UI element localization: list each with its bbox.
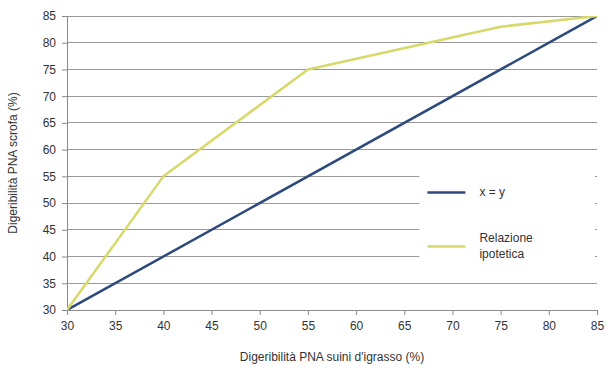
tick: 70 <box>446 310 460 333</box>
tick: 40 <box>43 250 67 264</box>
tick: 80 <box>43 36 67 50</box>
tick-label: 50 <box>43 196 57 210</box>
tick-label: 45 <box>43 223 57 237</box>
tick: 65 <box>43 116 67 130</box>
tick: 80 <box>543 310 557 333</box>
tick-label: 65 <box>43 116 57 130</box>
lines <box>67 16 597 310</box>
tick: 75 <box>494 310 508 333</box>
legend-swatch <box>427 191 465 194</box>
legend-box <box>419 172 595 272</box>
tick: 75 <box>43 63 67 77</box>
tick-label: 70 <box>446 319 460 333</box>
tick-mark <box>452 310 453 315</box>
axis-line <box>68 311 598 316</box>
tick-label: 55 <box>302 319 316 333</box>
tick-mark <box>62 203 67 204</box>
tick-mark <box>62 96 67 97</box>
series-line <box>67 16 597 310</box>
tick: 60 <box>43 143 67 157</box>
tick-mark <box>62 257 67 258</box>
tick-label: 85 <box>43 9 57 23</box>
tick-label: 40 <box>157 319 171 333</box>
tick-label: 30 <box>43 303 57 317</box>
tick: 60 <box>350 310 364 333</box>
tick-mark <box>212 310 213 315</box>
tick-mark <box>115 310 116 315</box>
legend-label: Relazioneipotetica <box>479 231 533 261</box>
tick-mark <box>62 176 67 177</box>
legend-label: x = y <box>479 185 505 199</box>
tick: 35 <box>109 310 123 333</box>
tick-label: 80 <box>543 319 557 333</box>
tick: 30 <box>61 310 75 333</box>
tick: 30 <box>43 303 67 317</box>
tick-mark <box>404 310 405 315</box>
tick: 55 <box>302 310 316 333</box>
tick-label: 65 <box>398 319 412 333</box>
tick-mark <box>163 310 164 315</box>
legend-swatch <box>427 245 465 248</box>
tick-mark <box>260 310 261 315</box>
tick: 40 <box>157 310 171 333</box>
grid-line <box>67 283 597 284</box>
tick: 55 <box>43 170 67 184</box>
tick-label: 35 <box>109 319 123 333</box>
tick-label: 75 <box>43 63 57 77</box>
tick-mark <box>501 310 502 315</box>
tick-mark <box>62 43 67 44</box>
tick-label: 35 <box>43 277 57 291</box>
tick: 35 <box>43 277 67 291</box>
tick-mark <box>62 230 67 231</box>
grid-line <box>67 42 597 43</box>
tick: 50 <box>254 310 268 333</box>
grid-line <box>67 122 597 123</box>
tick-label: 45 <box>205 319 219 333</box>
grid-line <box>67 16 597 17</box>
tick: 65 <box>398 310 412 333</box>
grid-line <box>67 96 597 97</box>
grid <box>67 16 597 310</box>
tick-mark <box>549 310 550 315</box>
plot: 30 35 40 45 50 55 60 65 70 75 80 85 30 35 40 45 50 55 60 65… <box>43 9 605 332</box>
tick-label: 40 <box>43 250 57 264</box>
tick-label: 55 <box>43 170 57 184</box>
tick-mark <box>356 310 357 315</box>
tick: 85 <box>43 9 67 23</box>
x-axis-title: Digeribilità PNA suini d'igrasso (%) <box>240 350 424 364</box>
tick-label: 70 <box>43 90 57 104</box>
y-axis-title: Digeribilità PNA scrofa (%) <box>6 92 20 233</box>
y-axis: 30 35 40 45 50 55 60 65 70 75 80 85 <box>43 9 68 317</box>
chart: 30 35 40 45 50 55 60 65 70 75 80 85 30 35 40 45 50 55 60 65… <box>0 0 610 377</box>
grid-line <box>67 69 597 70</box>
tick: 50 <box>43 196 67 210</box>
tick-mark <box>597 310 598 315</box>
tick-label: 60 <box>350 319 364 333</box>
tick-mark <box>62 310 67 311</box>
tick-label: 50 <box>254 319 268 333</box>
tick: 85 <box>591 310 605 333</box>
tick: 70 <box>43 90 67 104</box>
tick: 45 <box>205 310 219 333</box>
tick-mark <box>62 283 67 284</box>
x-axis: 30 35 40 45 50 55 60 65 70 75 80 85 <box>61 310 605 333</box>
tick-mark <box>62 69 67 70</box>
legend: x = y Relazioneipotetica <box>419 172 595 272</box>
tick-mark <box>62 123 67 124</box>
grid-line <box>67 149 597 150</box>
tick-label: 60 <box>43 143 57 157</box>
axis-line <box>62 17 68 311</box>
tick-label: 85 <box>591 319 605 333</box>
tick-label: 30 <box>61 319 75 333</box>
tick-label: 75 <box>494 319 508 333</box>
series-line <box>67 16 597 310</box>
tick-mark <box>62 150 67 151</box>
tick: 45 <box>43 223 67 237</box>
tick-label: 80 <box>43 36 57 50</box>
tick-mark <box>62 16 67 17</box>
tick-mark <box>308 310 309 315</box>
